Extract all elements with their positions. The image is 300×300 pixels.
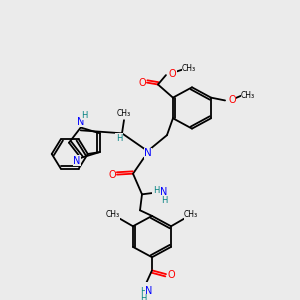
Text: N: N bbox=[77, 117, 84, 127]
Text: H: H bbox=[82, 111, 88, 120]
Text: CH₃: CH₃ bbox=[117, 109, 131, 118]
Text: CH₃: CH₃ bbox=[241, 91, 255, 100]
Text: N: N bbox=[160, 188, 168, 197]
Text: N: N bbox=[73, 156, 80, 166]
Text: H: H bbox=[153, 186, 159, 195]
Text: H: H bbox=[140, 294, 146, 300]
Text: H: H bbox=[161, 196, 167, 206]
Text: O: O bbox=[228, 95, 236, 106]
Text: N: N bbox=[145, 286, 153, 296]
Text: CH₃: CH₃ bbox=[184, 211, 198, 220]
Text: H: H bbox=[140, 286, 146, 296]
Text: H: H bbox=[116, 134, 122, 142]
Text: CH₃: CH₃ bbox=[182, 64, 196, 73]
Text: N: N bbox=[144, 148, 152, 158]
Text: O: O bbox=[167, 270, 175, 280]
Text: O: O bbox=[108, 169, 116, 180]
Text: O: O bbox=[169, 69, 177, 79]
Text: O: O bbox=[138, 78, 146, 88]
Text: CH₃: CH₃ bbox=[106, 211, 120, 220]
